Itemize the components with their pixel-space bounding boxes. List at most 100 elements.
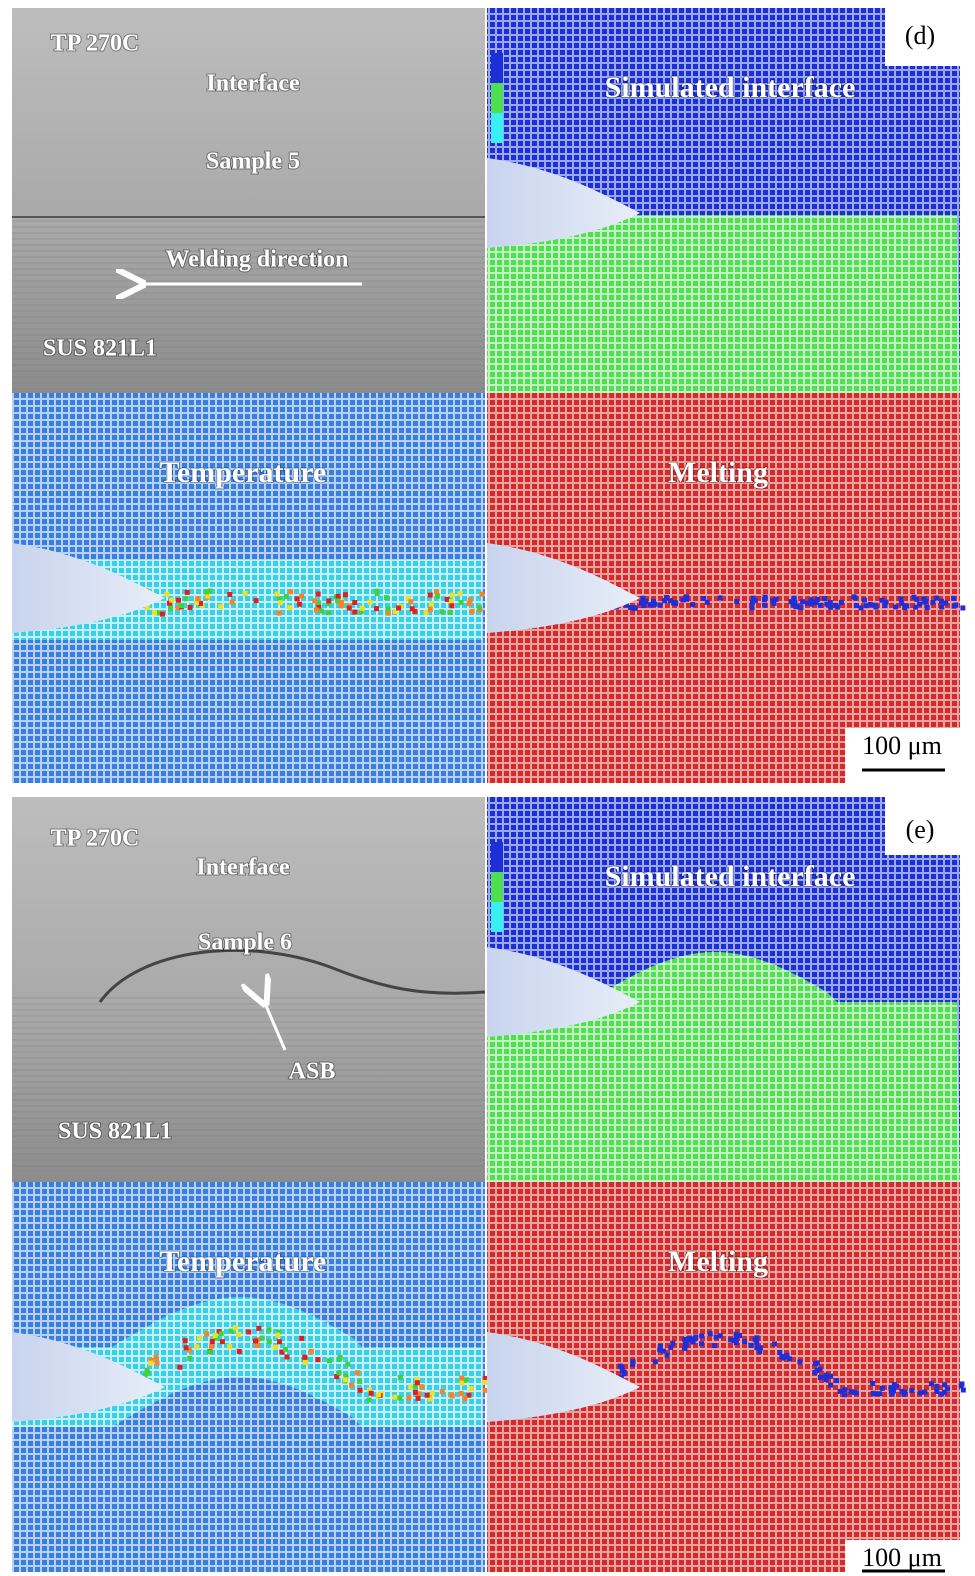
melted-particle	[828, 605, 833, 610]
hot-particle	[277, 1339, 282, 1344]
melted-particle	[742, 1339, 747, 1344]
melted-particle	[682, 1337, 687, 1342]
hot-particle	[299, 594, 304, 599]
melted-particle	[951, 596, 956, 601]
hot-particle	[316, 1357, 321, 1362]
legend-blue	[491, 53, 503, 83]
hot-particle	[469, 1386, 474, 1391]
melted-particle	[909, 1388, 914, 1393]
melted-particle	[893, 604, 898, 609]
hot-particle	[482, 1380, 487, 1385]
hot-particle	[435, 594, 440, 599]
melted-particle	[630, 1362, 635, 1367]
hot-particle	[254, 598, 259, 603]
hot-particle	[284, 594, 289, 599]
hot-particle	[194, 1344, 199, 1349]
melted-particle	[918, 1390, 923, 1395]
hot-particle	[309, 1349, 314, 1354]
melted-particle	[843, 1387, 848, 1392]
melted-particle	[684, 594, 689, 599]
melted-particle	[643, 599, 648, 604]
hot-particle	[415, 1380, 420, 1385]
hot-particle	[467, 601, 472, 606]
hot-particle	[425, 1393, 430, 1398]
hot-particle	[266, 1327, 271, 1332]
melted-particle	[815, 1368, 820, 1373]
melted-particle	[665, 1353, 670, 1358]
melted-particle	[873, 603, 878, 608]
melted-particle	[751, 596, 756, 601]
melted-particle	[682, 1346, 687, 1351]
melted-particle	[853, 596, 858, 601]
legend-cyan	[491, 113, 503, 143]
melted-particle	[917, 602, 922, 607]
melted-particle	[959, 1383, 964, 1388]
melted-particle	[870, 1381, 875, 1386]
hot-particle	[148, 1361, 153, 1366]
hot-particle	[154, 1355, 159, 1360]
hot-particle	[470, 609, 475, 614]
melted-particle	[894, 1384, 899, 1389]
hot-particle	[416, 1396, 421, 1401]
melted-particle	[705, 600, 710, 605]
hot-particle	[338, 1355, 343, 1360]
hot-particle	[209, 1344, 214, 1349]
hot-particle	[384, 595, 389, 600]
melted-particle	[904, 603, 909, 608]
hot-particle	[439, 609, 444, 614]
melting-title: Melting	[668, 456, 768, 489]
melted-particle	[657, 602, 662, 607]
melted-particle	[868, 602, 873, 607]
melted-particle	[852, 1390, 857, 1395]
hot-particle	[287, 605, 292, 610]
hot-particle	[326, 598, 331, 603]
micrograph-texture	[12, 218, 485, 393]
panel-label: (e)	[906, 815, 935, 844]
hot-particle	[283, 1347, 288, 1352]
melted-particle	[708, 1331, 713, 1336]
melted-particle	[925, 605, 930, 610]
melted-particle	[884, 600, 889, 605]
melted-particle	[828, 600, 833, 605]
hot-particle	[319, 608, 324, 613]
hot-particle	[449, 603, 454, 608]
hot-particle	[303, 1360, 308, 1365]
melted-particle	[822, 596, 827, 601]
melted-particle	[934, 1389, 939, 1394]
hot-particle	[429, 602, 434, 607]
hot-particle	[459, 1391, 464, 1396]
melted-particle	[699, 1333, 704, 1338]
melted-particle	[858, 605, 863, 610]
hot-particle	[343, 592, 348, 597]
melted-particle	[800, 599, 805, 604]
hot-particle	[169, 598, 174, 603]
melted-particle	[658, 1344, 663, 1349]
hot-particle	[464, 1377, 469, 1382]
hot-particle	[273, 1345, 278, 1350]
melted-particle	[914, 597, 919, 602]
hot-particle	[187, 1356, 192, 1361]
hot-particle	[449, 599, 454, 604]
hot-particle	[160, 612, 165, 617]
panel-group: TP 270CInterfaceSample 6ASBSUS 821L1Simu…	[12, 797, 966, 1572]
temperature-title: Temperature	[160, 1245, 327, 1278]
hot-particle	[357, 1379, 362, 1384]
hot-particle	[392, 1395, 397, 1400]
hot-particle	[336, 594, 341, 599]
hot-particle	[297, 602, 302, 607]
melted-particle	[929, 1381, 934, 1386]
melted-particle	[718, 1333, 723, 1338]
hot-particle	[374, 606, 379, 611]
hot-particle	[337, 1370, 342, 1375]
melted-particle	[750, 605, 755, 610]
base-label: SUS 821L1	[58, 1119, 172, 1145]
hot-particle	[213, 1333, 218, 1338]
hot-particle	[208, 589, 213, 594]
melted-particle	[772, 1341, 777, 1346]
hot-particle	[352, 600, 357, 605]
hot-particle	[219, 1331, 224, 1336]
hot-particle	[368, 600, 373, 605]
melted-particle	[652, 602, 657, 607]
hot-particle	[430, 1391, 435, 1396]
melted-particle	[797, 1359, 802, 1364]
